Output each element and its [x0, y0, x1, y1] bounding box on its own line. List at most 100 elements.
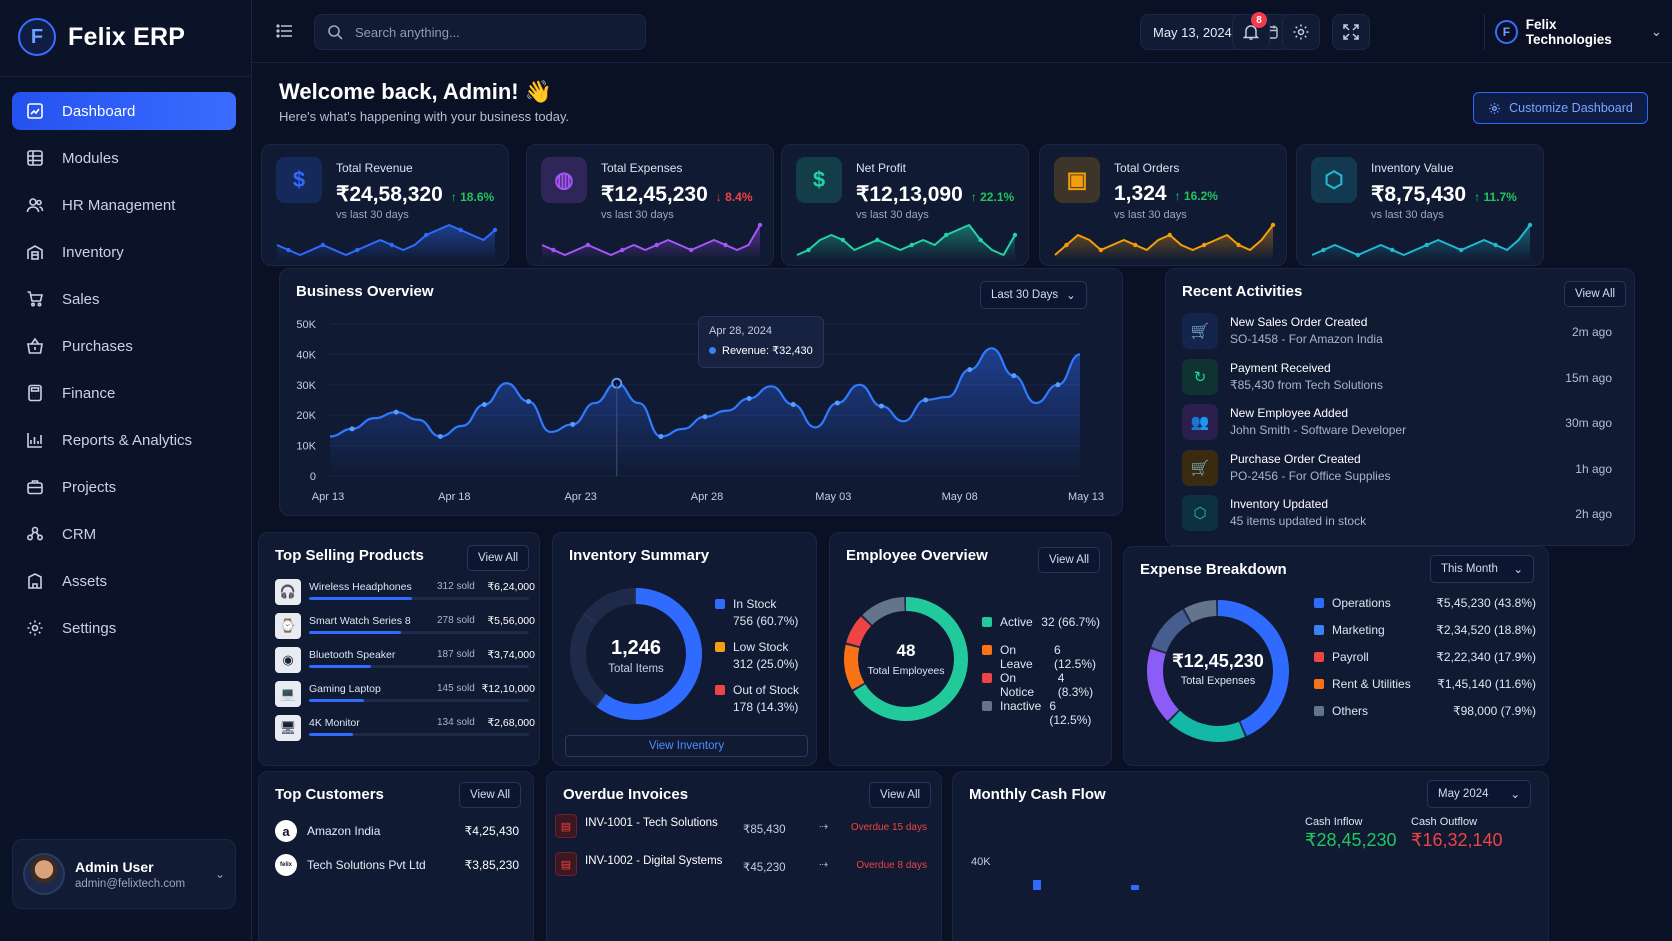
customer-logo-icon: a [275, 820, 297, 842]
kpi-card-total-expenses[interactable]: ◍ Total Expenses ₹12,45,230 ↓ 8.4% vs las… [526, 144, 774, 266]
product-row[interactable]: 🖥 4K Monitor 134 sold ₹2,68,000 [275, 713, 535, 745]
product-row[interactable]: 🎧 Wireless Headphones 312 sold ₹6,24,000 [275, 577, 535, 609]
invoices-view-all-button[interactable]: View All [869, 782, 932, 808]
sidebar-item-settings[interactable]: Settings [12, 609, 236, 647]
product-row[interactable]: 💻 Gaming Laptop 145 sold ₹12,10,000 [275, 679, 535, 711]
data-point[interactable] [746, 395, 752, 401]
sidebar-item-inventory[interactable]: Inventory [12, 233, 236, 271]
expense-donut-chart [1147, 600, 1289, 742]
data-point[interactable] [834, 400, 840, 406]
sidebar-item-sales[interactable]: Sales [12, 280, 236, 318]
app-logo[interactable]: F Felix ERP [18, 18, 185, 56]
legend-text: In Stock 756 (60.7%) [733, 597, 798, 628]
customer-name: Amazon India [307, 824, 381, 838]
sidebar-item-finance[interactable]: Finance [12, 374, 236, 412]
remind-icon[interactable]: ⇢ [819, 859, 829, 871]
donut-segment[interactable] [570, 588, 702, 720]
fullscreen-button[interactable] [1332, 14, 1370, 50]
donut-segment[interactable] [1147, 600, 1289, 742]
activity-item[interactable]: 🛒 New Sales Order Created SO-1458 - For … [1182, 311, 1612, 351]
data-point[interactable] [437, 433, 443, 439]
cash-outflow-label: Cash Outflow [1411, 816, 1478, 828]
legend-label: Active [1000, 615, 1033, 629]
sidebar-item-purchases[interactable]: Purchases [12, 327, 236, 365]
customer-amount: ₹4,25,430 [464, 824, 519, 838]
donut-segment[interactable] [844, 597, 968, 721]
activity-item[interactable]: 🛒 Purchase Order Created PO-2456 - For O… [1182, 448, 1612, 488]
invoice-row[interactable]: ▤ INV-1002 - Digital Systems ₹45,230 ⇢ O… [555, 852, 927, 884]
search-input[interactable] [355, 24, 615, 40]
data-point[interactable] [702, 414, 708, 420]
sidebar-item-dashboard[interactable]: Dashboard [12, 92, 236, 130]
sparkline-point [1133, 242, 1138, 248]
kpi-label: Total Expenses [601, 161, 683, 175]
expense-range-label: This Month [1441, 563, 1498, 575]
kpi-card-inventory-value[interactable]: ⬡ Inventory Value ₹8,75,430 ↑ 11.7% vs la… [1296, 144, 1544, 266]
data-point[interactable] [526, 399, 532, 405]
activity-item[interactable]: 👥 New Employee Added John Smith - Softwa… [1182, 402, 1612, 442]
invoice-row[interactable]: ▤ INV-1001 - Tech Solutions ₹85,430 ⇢ Ov… [555, 814, 927, 846]
product-sold: 312 sold [437, 581, 475, 592]
activities-view-all-button[interactable]: View All [1564, 281, 1627, 307]
kpi-total-revenue-icon: $ [276, 157, 322, 203]
kpi-card-total-orders[interactable]: ▣ Total Orders 1,324 ↑ 16.2% vs last 30 d… [1039, 144, 1287, 266]
data-point[interactable] [967, 367, 973, 373]
data-point[interactable] [1055, 382, 1061, 388]
overview-range-select[interactable]: Last 30 Days ⌄ [980, 281, 1087, 309]
legend-label: Payroll [1332, 650, 1369, 664]
activity-subtitle: PO-2456 - For Office Supplies [1230, 468, 1391, 483]
invoice-file-icon: ▤ [555, 814, 577, 838]
x-tick-label: May 13 [1068, 491, 1104, 503]
legend-in-stock: In Stock 756 (60.7%) [715, 597, 798, 628]
kpi-card-total-revenue[interactable]: $ Total Revenue ₹24,58,320 ↑ 18.6% vs las… [261, 144, 509, 266]
data-point[interactable] [349, 426, 355, 432]
employees-view-all-button[interactable]: View All [1038, 547, 1101, 573]
data-point[interactable] [658, 433, 664, 439]
notifications-button[interactable]: 8 [1232, 12, 1270, 50]
data-point[interactable] [570, 421, 576, 427]
expense-range-select[interactable]: This Month ⌄ [1430, 555, 1534, 583]
customers-view-all-button[interactable]: View All [459, 782, 522, 808]
data-point[interactable] [481, 402, 487, 408]
kpi-card-net-profit[interactable]: $ Net Profit ₹12,13,090 ↑ 22.1% vs last 3… [781, 144, 1029, 266]
sidebar-item-modules[interactable]: Modules [12, 139, 236, 177]
donut-segment[interactable] [844, 597, 968, 721]
page-subtitle: Here's what's happening with your busine… [279, 109, 570, 124]
customize-dashboard-button[interactable]: Customize Dashboard [1473, 92, 1648, 124]
kpi-value-row: ₹8,75,430 ↑ 11.7% [1371, 182, 1517, 207]
employee-total: 48 [896, 641, 916, 660]
donut-segment[interactable] [1147, 600, 1289, 742]
view-inventory-button[interactable]: View Inventory [565, 735, 808, 757]
cash-flow-range-select[interactable]: May 2024 ⌄ [1427, 780, 1531, 808]
data-point[interactable] [790, 402, 796, 408]
kpi-subtext: vs last 30 days [601, 209, 674, 221]
data-point[interactable] [878, 403, 884, 409]
donut-segment[interactable] [570, 588, 702, 720]
data-point[interactable] [923, 397, 929, 403]
sidebar-item-projects[interactable]: Projects [12, 468, 236, 506]
products-view-all-button[interactable]: View All [467, 545, 530, 571]
product-row[interactable]: ◉ Bluetooth Speaker 187 sold ₹3,74,000 [275, 645, 535, 677]
menu-icon[interactable] [276, 22, 294, 40]
donut-segment[interactable] [1147, 600, 1289, 742]
user-card[interactable]: Admin User admin@felixtech.com ⌄ [12, 839, 236, 909]
sidebar-item-reports-analytics[interactable]: Reports & Analytics [12, 421, 236, 459]
customer-row[interactable]: a Amazon India ₹4,25,430 [275, 820, 519, 848]
company-switcher[interactable]: F Felix Technologies ⌄ [1484, 14, 1662, 50]
sidebar-item-crm[interactable]: CRM [12, 515, 236, 553]
sidebar-item-hr-management[interactable]: HR Management [12, 186, 236, 224]
settings-button[interactable] [1282, 14, 1320, 50]
customer-row[interactable]: felix Tech Solutions Pvt Ltd ₹3,85,230 [275, 854, 519, 882]
monthly-cash-flow-card: Monthly Cash Flow May 2024 ⌄ Cash Inflow… [952, 771, 1549, 941]
activity-item[interactable]: ⬡ Inventory Updated 45 items updated in … [1182, 493, 1612, 533]
sidebar-item-assets[interactable]: Assets [12, 562, 236, 600]
activity-item[interactable]: ↻ Payment Received ₹85,430 from Tech Sol… [1182, 357, 1612, 397]
company-logo-icon: F [1495, 20, 1518, 44]
chevron-down-icon[interactable]: ⌄ [214, 867, 225, 881]
product-amount: ₹2,68,000 [487, 717, 535, 729]
kpi-value-row: ₹12,45,230 ↓ 8.4% [601, 182, 752, 207]
remind-icon[interactable]: ⇢ [819, 821, 829, 833]
product-row[interactable]: ⌚ Smart Watch Series 8 278 sold ₹5,56,00… [275, 611, 535, 643]
data-point[interactable] [1011, 373, 1017, 379]
data-point[interactable] [393, 409, 399, 415]
